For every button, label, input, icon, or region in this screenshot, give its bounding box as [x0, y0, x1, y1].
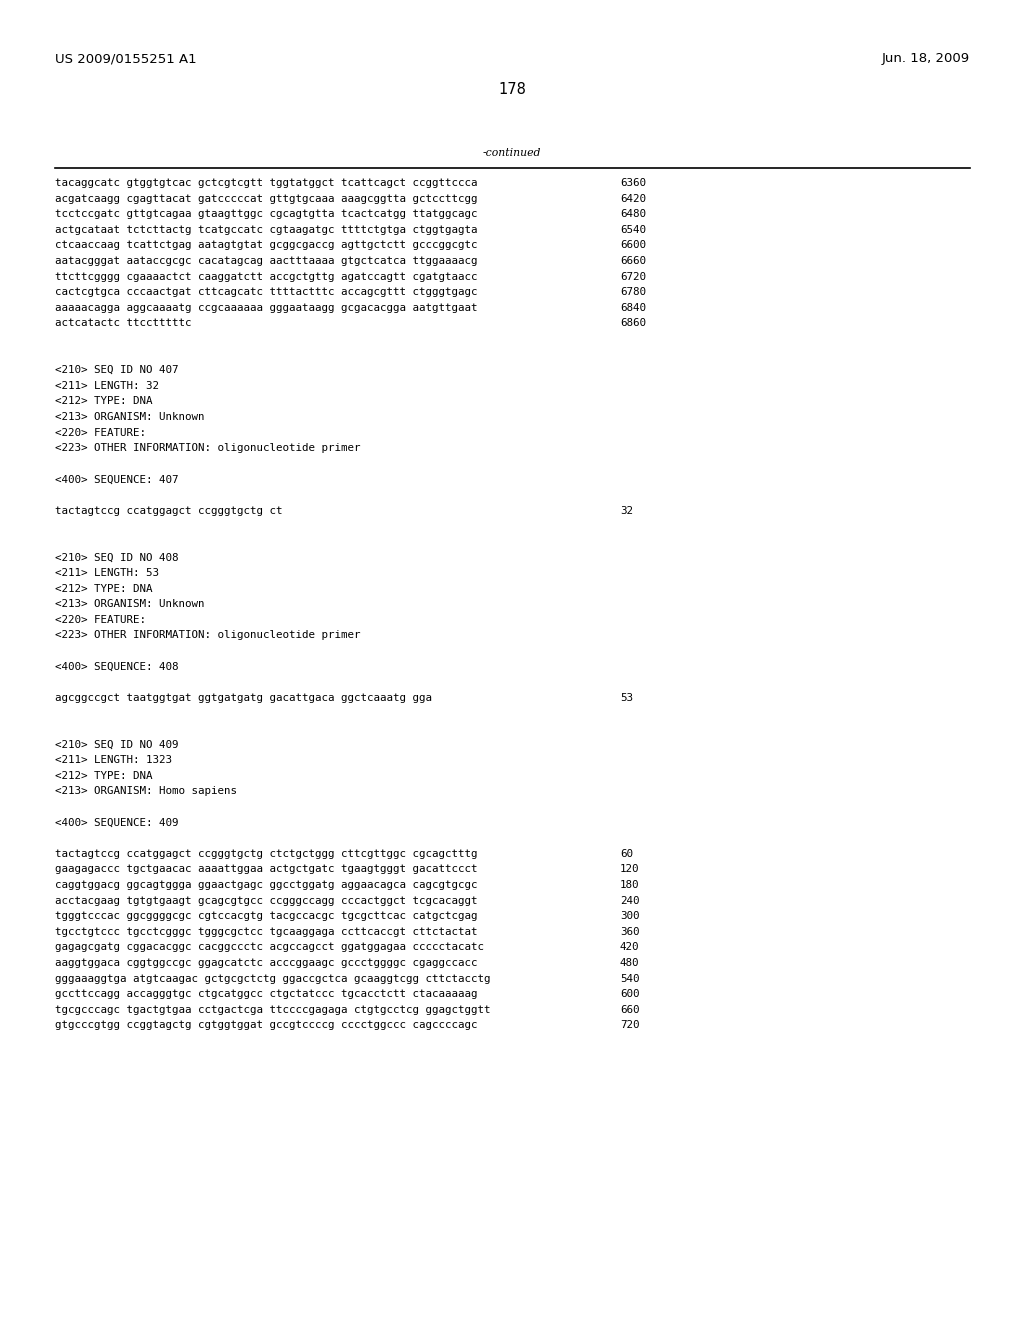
- Text: <400> SEQUENCE: 409: <400> SEQUENCE: 409: [55, 817, 178, 828]
- Text: ctcaaccaag tcattctgag aatagtgtat gcggcgaccg agttgctctt gcccggcgtc: ctcaaccaag tcattctgag aatagtgtat gcggcga…: [55, 240, 477, 251]
- Text: <223> OTHER INFORMATION: oligonucleotide primer: <223> OTHER INFORMATION: oligonucleotide…: [55, 631, 360, 640]
- Text: tgggtcccac ggcggggcgc cgtccacgtg tacgccacgc tgcgcttcac catgctcgag: tgggtcccac ggcggggcgc cgtccacgtg tacgcca…: [55, 911, 477, 921]
- Text: 178: 178: [498, 82, 526, 96]
- Text: 360: 360: [620, 927, 640, 937]
- Text: gtgcccgtgg ccggtagctg cgtggtggat gccgtccccg cccctggccc cagccccagc: gtgcccgtgg ccggtagctg cgtggtggat gccgtcc…: [55, 1020, 477, 1031]
- Text: gagagcgatg cggacacggc cacggccctc acgccagcct ggatggagaa ccccctacatc: gagagcgatg cggacacggc cacggccctc acgccag…: [55, 942, 484, 953]
- Text: <211> LENGTH: 53: <211> LENGTH: 53: [55, 568, 159, 578]
- Text: aaaaacagga aggcaaaatg ccgcaaaaaa gggaataagg gcgacacgga aatgttgaat: aaaaacagga aggcaaaatg ccgcaaaaaa gggaata…: [55, 302, 477, 313]
- Text: 32: 32: [620, 506, 633, 516]
- Text: 720: 720: [620, 1020, 640, 1031]
- Text: 6720: 6720: [620, 272, 646, 281]
- Text: aatacgggat aataccgcgc cacatagcag aactttaaaa gtgctcatca ttggaaaacg: aatacgggat aataccgcgc cacatagcag aacttta…: [55, 256, 477, 267]
- Text: 480: 480: [620, 958, 640, 968]
- Text: <210> SEQ ID NO 407: <210> SEQ ID NO 407: [55, 366, 178, 375]
- Text: tactagtccg ccatggagct ccgggtgctg ct: tactagtccg ccatggagct ccgggtgctg ct: [55, 506, 283, 516]
- Text: gccttccagg accagggtgc ctgcatggcc ctgctatccc tgcacctctt ctacaaaaag: gccttccagg accagggtgc ctgcatggcc ctgctat…: [55, 989, 477, 999]
- Text: 420: 420: [620, 942, 640, 953]
- Text: <211> LENGTH: 1323: <211> LENGTH: 1323: [55, 755, 172, 766]
- Text: 6480: 6480: [620, 209, 646, 219]
- Text: 180: 180: [620, 880, 640, 890]
- Text: 60: 60: [620, 849, 633, 859]
- Text: <210> SEQ ID NO 408: <210> SEQ ID NO 408: [55, 552, 178, 562]
- Text: US 2009/0155251 A1: US 2009/0155251 A1: [55, 51, 197, 65]
- Text: <220> FEATURE:: <220> FEATURE:: [55, 615, 146, 624]
- Text: 6420: 6420: [620, 194, 646, 203]
- Text: <400> SEQUENCE: 407: <400> SEQUENCE: 407: [55, 474, 178, 484]
- Text: 6780: 6780: [620, 288, 646, 297]
- Text: tgcctgtccc tgcctcgggc tgggcgctcc tgcaaggaga ccttcaccgt cttctactat: tgcctgtccc tgcctcgggc tgggcgctcc tgcaagg…: [55, 927, 477, 937]
- Text: <212> TYPE: DNA: <212> TYPE: DNA: [55, 396, 153, 407]
- Text: acgatcaagg cgagttacat gatcccccat gttgtgcaaa aaagcggtta gctccttcgg: acgatcaagg cgagttacat gatcccccat gttgtgc…: [55, 194, 477, 203]
- Text: cactcgtgca cccaactgat cttcagcatc ttttactttc accagcgttt ctgggtgagc: cactcgtgca cccaactgat cttcagcatc ttttact…: [55, 288, 477, 297]
- Text: 540: 540: [620, 974, 640, 983]
- Text: tacaggcatc gtggtgtcac gctcgtcgtt tggtatggct tcattcagct ccggttccca: tacaggcatc gtggtgtcac gctcgtcgtt tggtatg…: [55, 178, 477, 187]
- Text: tactagtccg ccatggagct ccgggtgctg ctctgctggg cttcgttggc cgcagctttg: tactagtccg ccatggagct ccgggtgctg ctctgct…: [55, 849, 477, 859]
- Text: <211> LENGTH: 32: <211> LENGTH: 32: [55, 380, 159, 391]
- Text: 600: 600: [620, 989, 640, 999]
- Text: acctacgaag tgtgtgaagt gcagcgtgcc ccgggccagg cccactggct tcgcacaggt: acctacgaag tgtgtgaagt gcagcgtgcc ccgggcc…: [55, 895, 477, 906]
- Text: gaagagaccc tgctgaacac aaaattggaa actgctgatc tgaagtgggt gacattccct: gaagagaccc tgctgaacac aaaattggaa actgctg…: [55, 865, 477, 874]
- Text: 120: 120: [620, 865, 640, 874]
- Text: -continued: -continued: [482, 148, 542, 158]
- Text: caggtggacg ggcagtggga ggaactgagc ggcctggatg aggaacagca cagcgtgcgc: caggtggacg ggcagtggga ggaactgagc ggcctgg…: [55, 880, 477, 890]
- Text: 6540: 6540: [620, 224, 646, 235]
- Text: aaggtggaca cggtggccgc ggagcatctc acccggaagc gccctggggc cgaggccacc: aaggtggaca cggtggccgc ggagcatctc acccgga…: [55, 958, 477, 968]
- Text: 6360: 6360: [620, 178, 646, 187]
- Text: ttcttcgggg cgaaaactct caaggatctt accgctgttg agatccagtt cgatgtaacc: ttcttcgggg cgaaaactct caaggatctt accgctg…: [55, 272, 477, 281]
- Text: tcctccgatc gttgtcagaa gtaagttggc cgcagtgtta tcactcatgg ttatggcagc: tcctccgatc gttgtcagaa gtaagttggc cgcagtg…: [55, 209, 477, 219]
- Text: 53: 53: [620, 693, 633, 702]
- Text: 6840: 6840: [620, 302, 646, 313]
- Text: <213> ORGANISM: Unknown: <213> ORGANISM: Unknown: [55, 412, 205, 422]
- Text: <213> ORGANISM: Unknown: <213> ORGANISM: Unknown: [55, 599, 205, 610]
- Text: <212> TYPE: DNA: <212> TYPE: DNA: [55, 771, 153, 781]
- Text: <213> ORGANISM: Homo sapiens: <213> ORGANISM: Homo sapiens: [55, 787, 237, 796]
- Text: agcggccgct taatggtgat ggtgatgatg gacattgaca ggctcaaatg gga: agcggccgct taatggtgat ggtgatgatg gacattg…: [55, 693, 432, 702]
- Text: <400> SEQUENCE: 408: <400> SEQUENCE: 408: [55, 661, 178, 672]
- Text: 6660: 6660: [620, 256, 646, 267]
- Text: actgcataat tctcttactg tcatgccatc cgtaagatgc ttttctgtga ctggtgagta: actgcataat tctcttactg tcatgccatc cgtaaga…: [55, 224, 477, 235]
- Text: 660: 660: [620, 1005, 640, 1015]
- Text: 6600: 6600: [620, 240, 646, 251]
- Text: tgcgcccagc tgactgtgaa cctgactcga ttccccgagaga ctgtgcctcg ggagctggtt: tgcgcccagc tgactgtgaa cctgactcga ttccccg…: [55, 1005, 490, 1015]
- Text: <210> SEQ ID NO 409: <210> SEQ ID NO 409: [55, 739, 178, 750]
- Text: 6860: 6860: [620, 318, 646, 329]
- Text: actcatactc ttcctttttc: actcatactc ttcctttttc: [55, 318, 191, 329]
- Text: <223> OTHER INFORMATION: oligonucleotide primer: <223> OTHER INFORMATION: oligonucleotide…: [55, 444, 360, 453]
- Text: 240: 240: [620, 895, 640, 906]
- Text: gggaaaggtga atgtcaagac gctgcgctctg ggaccgctca gcaaggtcgg cttctacctg: gggaaaggtga atgtcaagac gctgcgctctg ggacc…: [55, 974, 490, 983]
- Text: <220> FEATURE:: <220> FEATURE:: [55, 428, 146, 438]
- Text: <212> TYPE: DNA: <212> TYPE: DNA: [55, 583, 153, 594]
- Text: 300: 300: [620, 911, 640, 921]
- Text: Jun. 18, 2009: Jun. 18, 2009: [882, 51, 970, 65]
